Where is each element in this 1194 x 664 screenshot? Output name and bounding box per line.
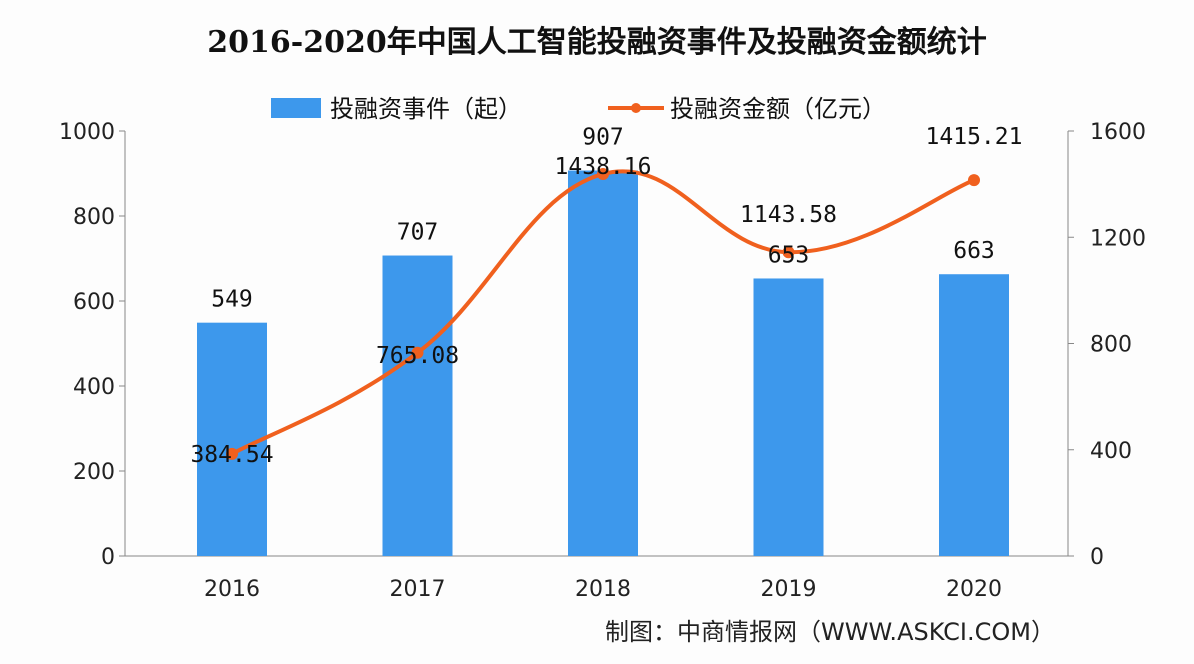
line-marker-2019: [782, 246, 795, 259]
line-data-label: 765.08: [376, 343, 459, 369]
x-tick-label: 2016: [204, 577, 260, 602]
x-tick-label: 2017: [390, 577, 446, 602]
line-data-label: 1143.58: [740, 202, 837, 228]
bar-2019: [753, 278, 824, 556]
bar-data-label: 707: [397, 220, 439, 246]
y-right-tick-label: 0: [1090, 545, 1104, 570]
line-data-label: 1438.16: [555, 154, 652, 180]
y-right-tick-label: 800: [1090, 333, 1132, 358]
y-right-tick-label: 1200: [1090, 226, 1146, 251]
line-marker-2017: [411, 346, 424, 359]
legend: 投融资事件（起） 投融资金额（亿元）: [271, 95, 886, 123]
line-data-label: 384.54: [190, 442, 273, 468]
y-left-tick-label: 1000: [59, 120, 115, 145]
source-note: 制图：中商情报网（WWW.ASKCI.COM）: [605, 618, 1055, 646]
legend-line-label: 投融资金额（亿元）: [670, 95, 886, 123]
x-tick-label: 2020: [946, 577, 1002, 602]
bar-data-label: 907: [582, 125, 624, 151]
chart-title: 2016-2020年中国人工智能投融资事件及投融资金额统计: [207, 25, 986, 60]
x-tick-label: 2019: [761, 577, 817, 602]
bar-2017: [382, 255, 453, 556]
y-left-tick-label: 0: [101, 545, 115, 570]
legend-line-marker: [631, 103, 641, 113]
bar-data-label: 663: [953, 238, 995, 264]
y-right-tick-label: 400: [1090, 439, 1132, 464]
bar-2016: [197, 322, 267, 556]
bar-data-label: 549: [211, 287, 253, 313]
y-right-tick-label: 1600: [1090, 120, 1146, 145]
y-left-tick-label: 800: [73, 205, 115, 230]
y-left-tick-label: 400: [73, 375, 115, 400]
line-data-label: 1415.21: [926, 124, 1023, 150]
bar-2018: [568, 170, 638, 556]
line-marker-2016: [226, 447, 238, 460]
line-marker-2018: [597, 167, 609, 180]
y-left-tick-label: 600: [73, 290, 115, 315]
y-left-tick-label: 200: [73, 460, 115, 485]
bar-2020: [939, 274, 1009, 556]
bar-data-label: 653: [768, 242, 810, 268]
line-marker-2020: [968, 174, 980, 187]
x-tick-label: 2018: [575, 577, 631, 602]
legend-bar-label: 投融资事件（起）: [330, 95, 522, 123]
legend-bar-swatch: [271, 98, 321, 118]
